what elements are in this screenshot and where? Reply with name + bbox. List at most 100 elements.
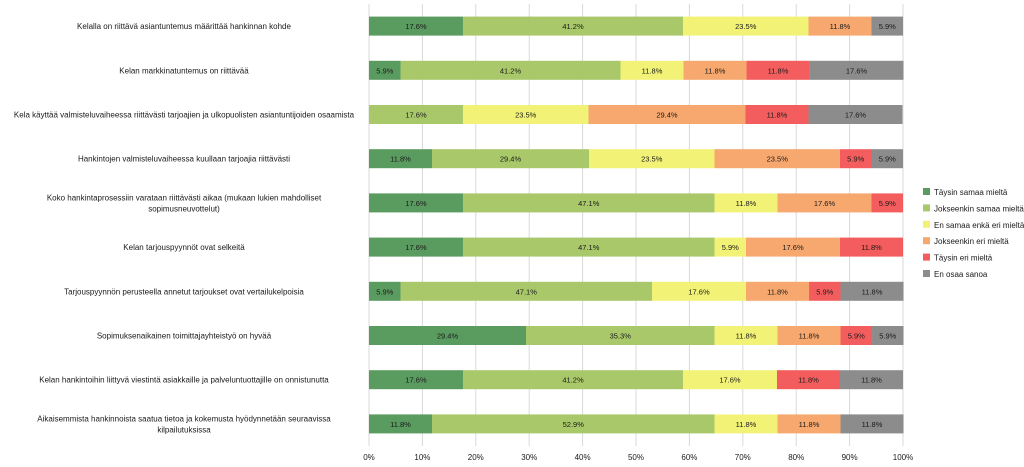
data-label: 5.9%: [879, 155, 896, 164]
category-label: Koko hankintaprosessiin varataan riittäv…: [47, 193, 322, 202]
data-label: 23.5%: [767, 155, 789, 164]
legend-label: Täysin samaa mieltä: [934, 188, 1008, 197]
data-label: 5.9%: [722, 243, 739, 252]
data-label: 17.6%: [688, 287, 710, 296]
data-label: 5.9%: [848, 332, 865, 341]
bar-segment: [746, 60, 810, 80]
data-label: 5.9%: [376, 287, 393, 296]
bar-segment: [620, 60, 684, 80]
data-label: 11.8%: [390, 420, 411, 429]
bar-segment: [589, 149, 715, 169]
bar-segment: [369, 237, 463, 257]
bar-segment: [871, 193, 903, 213]
data-label: 17.6%: [782, 243, 804, 252]
data-label: 11.8%: [830, 22, 851, 31]
bar-segment: [369, 281, 401, 301]
legend-swatch: [923, 220, 930, 228]
data-label: 11.8%: [736, 199, 757, 208]
data-label: 17.6%: [719, 376, 741, 385]
legend-label: Jokseenkin eri mieltä: [934, 237, 1009, 246]
category-label: Sopimuksenaikainen toimittajayhteistyö o…: [97, 332, 272, 341]
data-label: 47.1%: [578, 199, 600, 208]
legend-swatch: [923, 204, 930, 212]
x-tick-label: 40%: [575, 453, 591, 462]
bar-segment: [369, 370, 463, 390]
bar-segment: [369, 105, 463, 124]
x-tick-label: 60%: [681, 453, 697, 462]
legend-label: Jokseenkin samaa mieltä: [934, 204, 1024, 213]
category-label: kilpailutuksissa: [157, 425, 211, 434]
data-label: 52.9%: [563, 420, 585, 429]
data-label: 11.8%: [736, 332, 757, 341]
data-label: 11.8%: [642, 66, 663, 75]
data-label: 5.9%: [879, 22, 896, 31]
bar-segment: [808, 16, 872, 36]
data-label: 11.8%: [705, 66, 726, 75]
data-label: 17.6%: [405, 199, 427, 208]
x-tick-label: 0%: [363, 453, 375, 462]
data-label: 17.6%: [405, 376, 427, 385]
data-label: 11.8%: [767, 111, 788, 120]
category-label: Aikaisemmista hankinnoista saatua tietoa…: [37, 414, 331, 423]
bar-segment: [369, 16, 463, 36]
data-label: 11.8%: [798, 376, 819, 385]
legend-swatch: [923, 188, 930, 195]
bar-segment: [714, 414, 778, 434]
data-label: 41.2%: [500, 66, 522, 75]
data-label: 29.4%: [437, 332, 459, 341]
bar-segment: [462, 370, 683, 390]
data-label: 41.2%: [562, 376, 584, 385]
x-tick-label: 70%: [735, 453, 751, 462]
data-label: 5.9%: [847, 155, 864, 164]
bar-segment: [652, 281, 747, 301]
bar-segment: [840, 326, 873, 345]
data-label: 11.8%: [736, 420, 757, 429]
bar-segment: [839, 149, 872, 169]
data-label: 17.6%: [846, 66, 868, 75]
bar-segment: [714, 149, 840, 169]
data-label: 29.4%: [656, 111, 678, 120]
category-label: Hankintojen valmisteluvaiheessa kuullaan…: [78, 155, 290, 164]
bar-segment: [809, 281, 841, 301]
data-label: 29.4%: [500, 155, 522, 164]
legend-label: En samaa enkä eri mieltä: [934, 221, 1024, 230]
data-label: 11.8%: [390, 155, 411, 164]
bar-segment: [525, 326, 715, 345]
bar-segment: [714, 237, 747, 257]
x-tick-label: 20%: [468, 453, 484, 462]
data-label: 17.6%: [405, 243, 427, 252]
legend-swatch: [923, 237, 930, 245]
data-label: 5.9%: [816, 287, 833, 296]
bar-segment: [462, 237, 715, 257]
bar-segment: [369, 414, 433, 434]
data-label: 5.9%: [376, 66, 393, 75]
bar-segment: [714, 326, 778, 345]
category-label: Tarjouspyynnön perusteella annetut tarjo…: [64, 287, 304, 296]
x-tick-label: 50%: [628, 453, 644, 462]
bar-segment: [588, 105, 746, 124]
data-label: 11.8%: [861, 243, 882, 252]
bar-segment: [682, 16, 809, 36]
bar-segment: [369, 193, 463, 213]
data-label: 41.2%: [562, 22, 584, 31]
data-label: 35.3%: [610, 332, 632, 341]
x-tick-label: 100%: [893, 453, 913, 462]
data-label: 47.1%: [578, 243, 600, 252]
bar-segment: [746, 237, 840, 257]
bar-segment: [369, 326, 526, 345]
category-label: sopimusneuvottelut): [148, 204, 220, 213]
data-label: 23.5%: [735, 22, 757, 31]
data-label: 17.6%: [405, 111, 427, 120]
bar-segment: [432, 149, 590, 169]
bar-segment: [400, 281, 653, 301]
data-label: 47.1%: [516, 287, 538, 296]
data-label: 5.9%: [879, 199, 896, 208]
legend-label: En osaa sanoa: [934, 270, 988, 279]
data-label: 23.5%: [515, 111, 537, 120]
data-label: 5.9%: [879, 332, 896, 341]
data-label: 11.8%: [862, 287, 883, 296]
bar-segment: [840, 281, 904, 301]
data-label: 17.6%: [814, 199, 836, 208]
bar-segment: [840, 414, 904, 434]
